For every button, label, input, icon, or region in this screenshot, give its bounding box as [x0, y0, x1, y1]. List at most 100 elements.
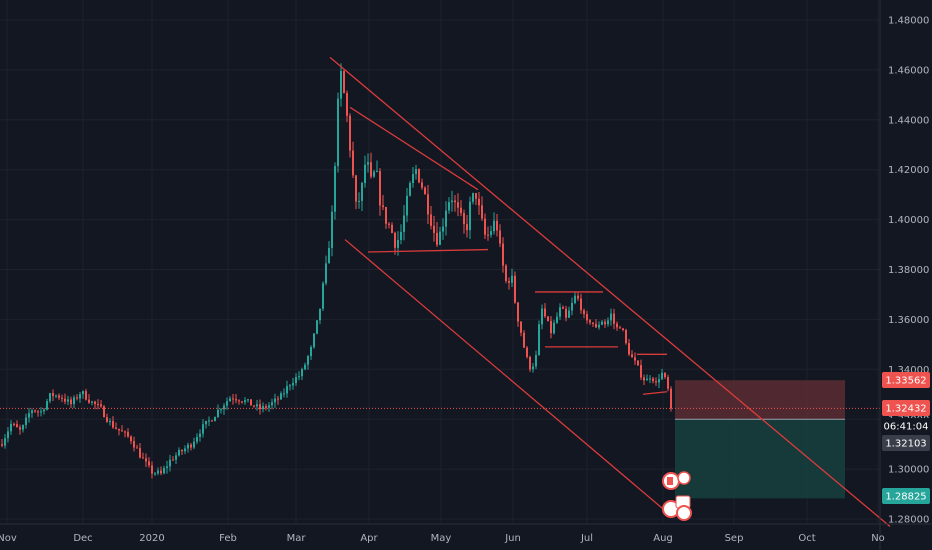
flag-glyph	[667, 477, 673, 485]
candle-up	[163, 468, 165, 474]
candle-down	[622, 328, 624, 330]
candle-up	[202, 424, 204, 434]
candle-up	[31, 410, 33, 414]
trendline-channel-upper[interactable]	[329, 56, 891, 527]
candle-down	[127, 431, 129, 437]
candle-down	[562, 307, 564, 309]
position-risk-zone[interactable]	[675, 380, 845, 420]
candle-down	[502, 243, 504, 266]
candle-down	[418, 169, 420, 183]
candle-up	[571, 302, 573, 311]
x-tick-label: May	[431, 533, 452, 544]
candle-up	[268, 405, 270, 408]
x-tick-label: Mar	[287, 533, 307, 544]
time-axis[interactable]: Nov Dec 2020 Feb Mar Apr May Jun Jul Aug Sep Oct No	[0, 533, 885, 544]
candle-down	[382, 205, 384, 208]
candle-down	[112, 421, 114, 428]
candle-up	[49, 393, 51, 402]
candle-down	[604, 321, 606, 325]
price-tag-countdown-text: 06:41:04	[884, 422, 929, 433]
candle-up	[511, 275, 513, 283]
candle-down	[343, 71, 345, 94]
candle-up	[649, 378, 651, 380]
position-tool[interactable]	[675, 380, 845, 499]
candle-down	[463, 213, 465, 225]
trendline-apr-may-support[interactable]	[367, 248, 489, 253]
x-tick-label: 2020	[139, 533, 164, 544]
trendline-drawings[interactable]	[0, 56, 891, 527]
candle-down	[160, 470, 162, 474]
candle-up	[199, 433, 201, 438]
candle-up	[376, 171, 378, 173]
candle-down	[172, 459, 174, 461]
candle-up	[469, 201, 471, 231]
x-tick-label: No	[871, 533, 885, 544]
event-markers[interactable]	[662, 471, 692, 521]
candle-down	[97, 404, 99, 406]
candle-up	[340, 71, 342, 99]
candle-down	[211, 420, 213, 422]
candle-down	[427, 194, 429, 215]
candle-down	[550, 320, 552, 334]
candle-up	[214, 416, 216, 422]
candle-down	[517, 302, 519, 322]
price-scale-labels: 1.33562 1.32432 06:41:04 1.32103 1.28825	[882, 372, 930, 504]
candle-up	[367, 162, 369, 165]
candle-down	[391, 224, 393, 233]
candle-up	[109, 421, 111, 423]
candle-up	[220, 409, 222, 411]
candle-up	[7, 431, 9, 439]
y-tick-label: 1.38000	[888, 265, 929, 276]
candle-down	[121, 430, 123, 432]
x-tick-label: Aug	[653, 533, 673, 544]
alert-icon[interactable]	[677, 471, 691, 485]
candle-down	[118, 428, 120, 431]
candle-down	[106, 417, 108, 422]
candle-down	[259, 404, 261, 410]
candle-down	[544, 308, 546, 317]
candle-up	[319, 308, 321, 321]
earnings-icon[interactable]	[676, 505, 692, 521]
candle-down	[34, 410, 36, 412]
trendline-aug-bottom[interactable]	[642, 391, 668, 395]
candle-down	[466, 224, 468, 231]
candle-down	[385, 207, 387, 224]
price-tag-crosshair	[882, 435, 930, 451]
trendline-channel-lower[interactable]	[344, 239, 673, 518]
candle-down	[499, 230, 501, 244]
candle-up	[493, 220, 495, 232]
candle-down	[586, 314, 588, 321]
candle-down	[487, 234, 489, 236]
candle-up	[556, 316, 558, 323]
candle-up	[43, 409, 45, 412]
y-tick-label: 1.34000	[888, 365, 929, 376]
candle-up	[286, 386, 288, 394]
position-reward-zone[interactable]	[675, 419, 845, 499]
candle-down	[589, 320, 591, 323]
candle-up	[601, 321, 603, 325]
candle-up	[358, 200, 360, 202]
candle-down	[565, 308, 567, 318]
candle-down	[277, 398, 279, 400]
candle-up	[607, 320, 609, 325]
candle-down	[349, 115, 351, 151]
candle-down	[478, 198, 480, 206]
candle-up	[568, 310, 570, 318]
trendline-apr-may-upper[interactable]	[349, 106, 479, 191]
candle-up	[316, 320, 318, 334]
candle-up	[415, 169, 417, 175]
candle-up	[448, 202, 450, 211]
candle-down	[667, 377, 669, 389]
candle-up	[262, 406, 264, 410]
candle-down	[496, 220, 498, 231]
candle-down	[232, 398, 234, 400]
candle-down	[430, 214, 432, 226]
candle-down	[181, 450, 183, 452]
candle-up	[4, 438, 6, 446]
candle-down	[433, 225, 435, 233]
candle-down	[355, 175, 357, 202]
x-tick-label: Jun	[504, 533, 521, 544]
candle-down	[580, 298, 582, 311]
candle-up	[307, 356, 309, 365]
